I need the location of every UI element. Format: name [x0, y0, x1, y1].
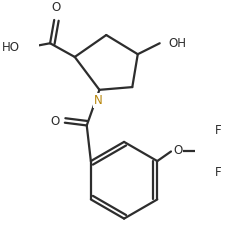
Text: O: O	[50, 115, 59, 128]
Text: O: O	[173, 144, 182, 157]
Text: O: O	[51, 1, 60, 14]
Text: HO: HO	[2, 41, 20, 54]
Text: N: N	[94, 94, 102, 107]
Text: F: F	[215, 165, 221, 178]
Text: OH: OH	[168, 37, 186, 50]
Text: F: F	[215, 124, 221, 137]
